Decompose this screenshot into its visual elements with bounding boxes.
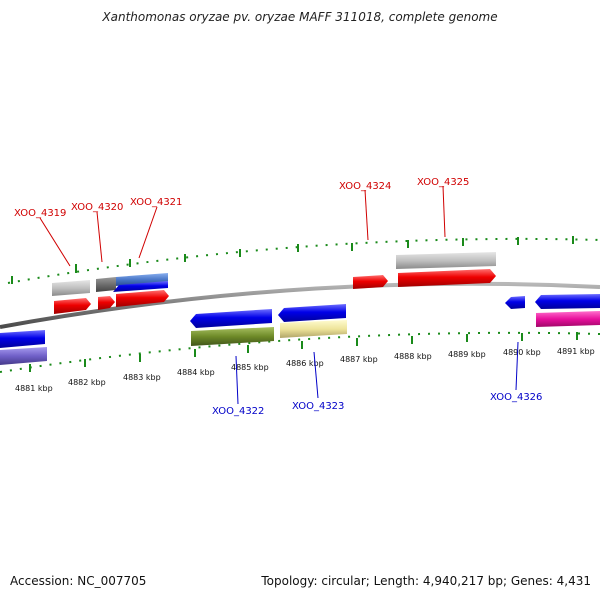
leader-line <box>96 211 103 263</box>
scale-label: 4890 kbp <box>503 348 541 357</box>
scale-labels: 4881 kbp 4882 kbp 4883 kbp 4884 kbp 4885… <box>15 347 595 393</box>
gene-arrow-magenta[interactable] <box>536 311 600 327</box>
leader-line <box>442 185 446 238</box>
genome-summary-text: Topology: circular; Length: 4,940,217 bp… <box>261 574 591 588</box>
gene-label-bottom[interactable]: XOO_4323 <box>292 401 344 412</box>
gene-label-top[interactable]: XOO_4320 <box>71 202 123 213</box>
scale-label: 4883 kbp <box>123 373 161 382</box>
gene-arrow-blue[interactable] <box>535 294 600 309</box>
leader-line <box>39 217 71 267</box>
gene-arrow-red[interactable] <box>98 296 115 310</box>
gene-arrow-blue[interactable] <box>0 330 45 348</box>
gene-label-bottom[interactable]: XOO_4322 <box>212 406 264 417</box>
leader-line <box>235 355 239 405</box>
scale-label: 4886 kbp <box>286 359 324 368</box>
scale-label: 4887 kbp <box>340 355 378 364</box>
forward-strand-genes <box>52 252 496 314</box>
scale-label: 4891 kbp <box>557 347 595 356</box>
gene-arrow-darkgray[interactable] <box>96 277 116 292</box>
leader-line <box>515 341 519 391</box>
top-tick-row <box>7 236 600 284</box>
scale-label: 4884 kbp <box>177 368 215 377</box>
gene-arrow-gray[interactable] <box>396 252 496 269</box>
leader-line <box>138 206 158 259</box>
scale-label: 4881 kbp <box>15 384 53 393</box>
leader-line <box>364 189 369 241</box>
gene-arrow-blue[interactable] <box>505 296 525 309</box>
top-leader-lines <box>39 185 446 267</box>
top-dotted-scale <box>7 237 600 284</box>
bottom-tick-row <box>0 331 600 373</box>
bottom-leader-lines <box>235 341 519 405</box>
genome-backbone <box>0 281 600 329</box>
leader-line <box>313 351 319 399</box>
accession-text: Accession: NC_007705 <box>10 574 147 588</box>
gene-arrow-red[interactable] <box>398 269 496 287</box>
gene-arrow-gray[interactable] <box>52 280 90 296</box>
gene-arrow-blue[interactable] <box>278 304 346 322</box>
gene-label-top[interactable]: XOO_4325 <box>417 177 469 188</box>
gene-label-top[interactable]: XOO_4321 <box>130 197 182 208</box>
bottom-dotted-scale <box>0 331 600 373</box>
gene-label-bottom[interactable]: XOO_4326 <box>490 392 542 403</box>
scale-label: 4889 kbp <box>448 350 486 359</box>
gene-label-top[interactable]: XOO_4319 <box>14 208 66 219</box>
gene-arrow-olive[interactable] <box>191 327 274 346</box>
gene-arrow-red[interactable] <box>54 298 91 314</box>
reverse-strand-genes <box>0 294 600 365</box>
gene-label-top[interactable]: XOO_4324 <box>339 181 391 192</box>
top-gene-labels: XOO_4319 XOO_4320 XOO_4321 XOO_4324 XOO_… <box>14 177 469 219</box>
gene-arrow-red[interactable] <box>116 290 169 307</box>
bottom-gene-labels: XOO_4322 XOO_4323 XOO_4326 <box>212 392 542 417</box>
gene-arrow-purple[interactable] <box>0 347 47 365</box>
gene-arrow-red[interactable] <box>353 275 388 289</box>
genome-title: Xanthomonas oryzae pv. oryzae MAFF 31101… <box>102 10 498 24</box>
scale-label: 4882 kbp <box>68 378 106 387</box>
gene-arrow-khaki[interactable] <box>280 320 347 338</box>
scale-label: 4888 kbp <box>394 352 432 361</box>
gene-arrow-blue-left[interactable] <box>113 281 168 292</box>
gene-arrow-blue[interactable] <box>190 309 272 328</box>
scale-label: 4885 kbp <box>231 363 269 372</box>
